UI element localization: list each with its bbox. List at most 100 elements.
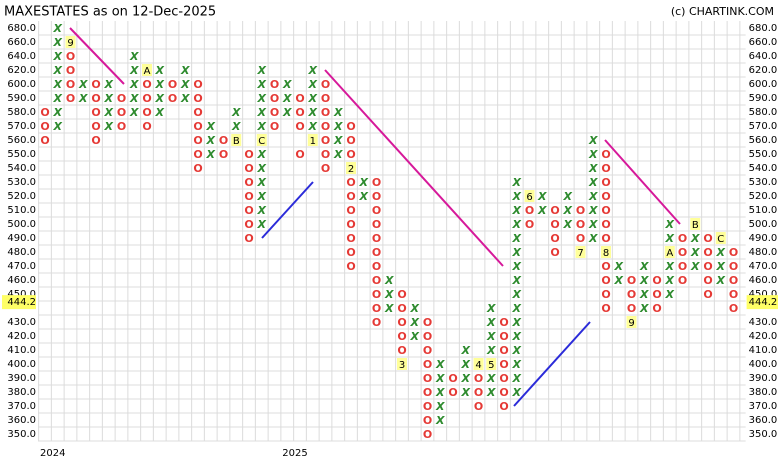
o-box: O xyxy=(193,148,202,161)
x-box: X xyxy=(512,260,522,273)
o-box: O xyxy=(576,232,585,245)
y-tick-label: 540.0 xyxy=(7,163,36,174)
o-box: O xyxy=(321,92,330,105)
x-box: X xyxy=(155,78,165,91)
x-box: X xyxy=(486,330,496,343)
y-tick-label: 470.0 xyxy=(7,261,36,272)
o-box: O xyxy=(601,218,610,231)
x-box: X xyxy=(155,106,165,119)
y-tick-label-right: 640.0 xyxy=(749,51,778,62)
o-box: O xyxy=(244,162,253,175)
y-tick-label: 640.0 xyxy=(7,51,36,62)
o-box: O xyxy=(678,260,687,273)
o-box: O xyxy=(295,106,304,119)
x-box: X xyxy=(257,120,267,133)
o-box: O xyxy=(678,232,687,245)
y-tick-label: 450.0 xyxy=(7,289,36,300)
month-marker-bg xyxy=(690,218,701,230)
x-box: X xyxy=(257,92,267,105)
x-box: X xyxy=(333,120,343,133)
x-box: X xyxy=(282,92,292,105)
o-box: O xyxy=(117,106,126,119)
o-box: O xyxy=(423,316,432,329)
o-box: O xyxy=(40,120,49,133)
x-box: X xyxy=(435,414,445,427)
x-box: X xyxy=(384,288,394,301)
o-box: O xyxy=(142,120,151,133)
o-box: O xyxy=(372,232,381,245)
y-tick-label-right: 470.0 xyxy=(749,261,778,272)
o-box: O xyxy=(550,204,559,217)
o-box: O xyxy=(397,302,406,315)
o-box: O xyxy=(601,148,610,161)
x-box: X xyxy=(78,78,88,91)
trend-line xyxy=(69,27,125,85)
month-marker-bg xyxy=(231,134,242,146)
month-marker: 1 xyxy=(310,136,316,147)
x-box: X xyxy=(486,386,496,399)
x-box: X xyxy=(639,288,649,301)
o-box: O xyxy=(168,92,177,105)
x-box: X xyxy=(257,106,267,119)
o-box: O xyxy=(168,78,177,91)
grid xyxy=(38,21,746,442)
o-box: O xyxy=(499,400,508,413)
o-box: O xyxy=(729,288,738,301)
o-box: O xyxy=(117,92,126,105)
y-tick-label: 620.0 xyxy=(7,65,36,76)
x-box: X xyxy=(512,316,522,329)
o-box: O xyxy=(652,302,661,315)
x-box: X xyxy=(512,344,522,357)
y-tick-label-right: 510.0 xyxy=(749,205,778,216)
o-box: O xyxy=(372,246,381,259)
x-box: X xyxy=(512,204,522,217)
month-marker-bg xyxy=(715,232,726,244)
month-marker-bg xyxy=(626,316,637,328)
y-tick-label: 380.0 xyxy=(7,387,36,398)
x-box: X xyxy=(104,92,114,105)
o-box: O xyxy=(346,218,355,231)
month-marker: 4 xyxy=(475,360,481,371)
o-box: O xyxy=(270,106,279,119)
x-box: X xyxy=(690,232,700,245)
x-box: X xyxy=(435,372,445,385)
x-box: X xyxy=(512,372,522,385)
x-box: X xyxy=(563,190,573,203)
y-tick-label: 500.0 xyxy=(7,219,36,230)
y-tick-label-right: 560.0 xyxy=(749,135,778,146)
month-marker: 7 xyxy=(577,248,583,259)
o-box: O xyxy=(703,260,712,273)
month-marker-bg xyxy=(601,246,611,258)
o-box: O xyxy=(346,176,355,189)
trend-line xyxy=(604,139,681,225)
o-box: O xyxy=(219,148,228,161)
month-marker-bg xyxy=(575,246,586,258)
o-box: O xyxy=(601,274,610,287)
month-marker: B xyxy=(692,220,699,231)
y-tick-label: 520.0 xyxy=(7,191,36,202)
x-box: X xyxy=(588,232,598,245)
x-box: X xyxy=(257,162,267,175)
o-box: O xyxy=(372,260,381,273)
o-box: O xyxy=(193,78,202,91)
x-box: X xyxy=(308,106,318,119)
month-marker-bg xyxy=(397,358,407,370)
o-box: O xyxy=(703,288,712,301)
o-box: O xyxy=(372,176,381,189)
o-box: O xyxy=(66,92,75,105)
x-box: X xyxy=(486,372,496,385)
o-box: O xyxy=(244,218,253,231)
o-box: O xyxy=(372,302,381,315)
o-box: O xyxy=(474,400,483,413)
y-tick-label: 480.0 xyxy=(7,247,36,258)
x-box: X xyxy=(665,232,675,245)
x-box: X xyxy=(308,92,318,105)
y-tick-label-right: 680.0 xyxy=(749,23,778,34)
month-marker: 5 xyxy=(488,360,494,371)
y-tick-label: 490.0 xyxy=(7,233,36,244)
o-box: O xyxy=(40,134,49,147)
x-box: X xyxy=(639,302,649,315)
x-box: X xyxy=(155,92,165,105)
